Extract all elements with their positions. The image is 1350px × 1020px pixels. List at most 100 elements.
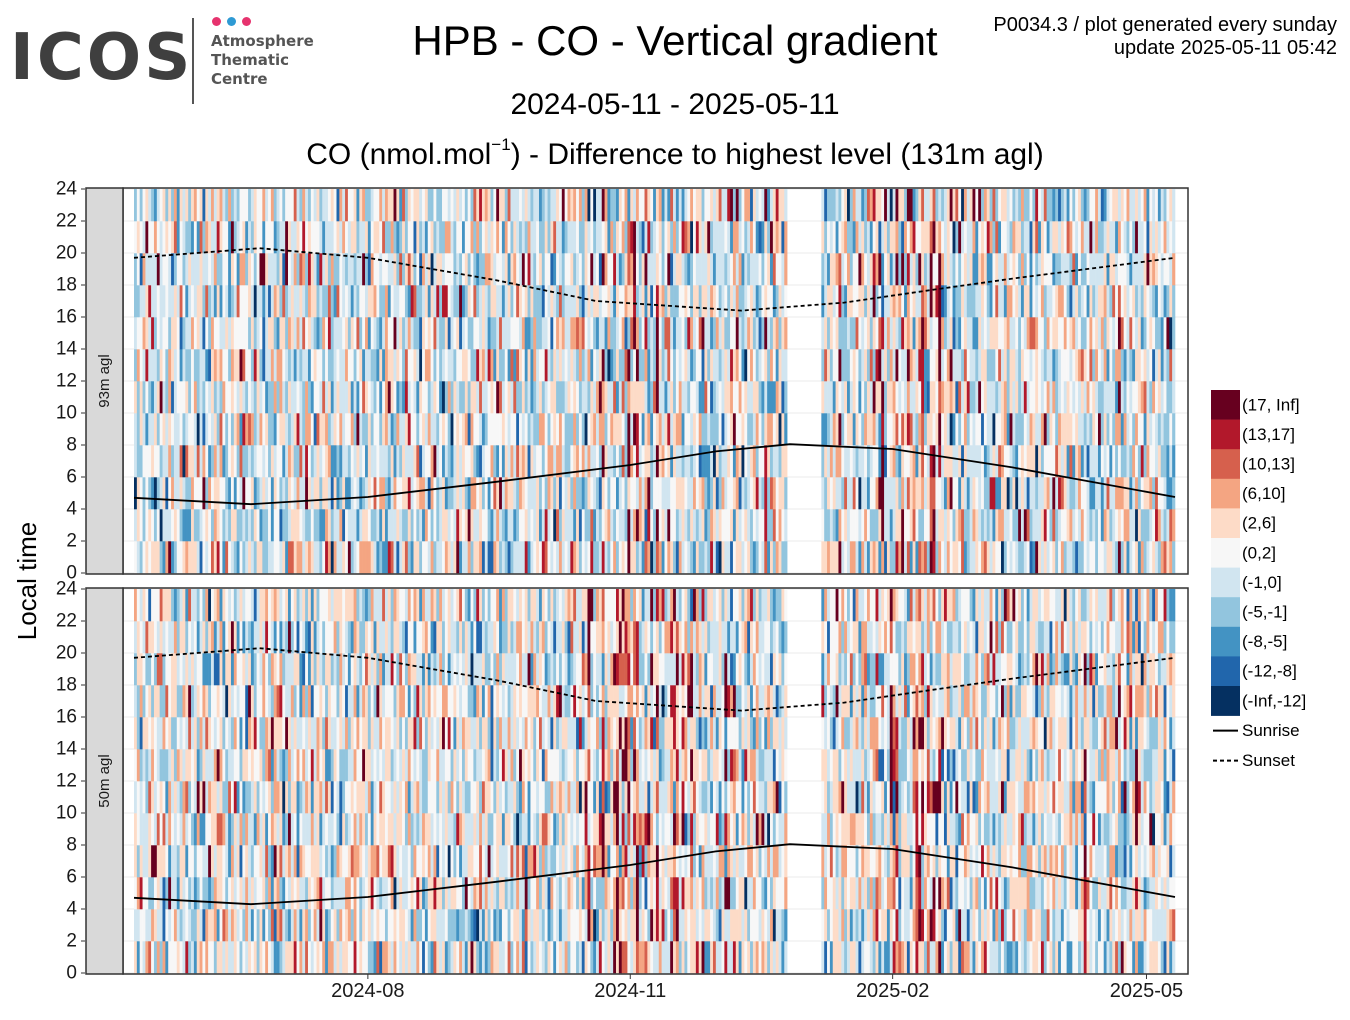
heatmap-cell xyxy=(596,189,600,222)
heatmap-cell xyxy=(447,253,451,286)
heatmap-cell xyxy=(596,317,600,350)
heatmap-cell xyxy=(171,317,175,350)
heatmap-cell xyxy=(1060,221,1065,254)
heatmap-cell xyxy=(296,285,300,318)
heatmap-cell xyxy=(727,445,731,478)
heatmap-cell xyxy=(1157,189,1162,222)
chart-title-superscript: −1 xyxy=(491,135,511,154)
heatmap-cell xyxy=(658,221,662,254)
heatmap-cell xyxy=(151,877,155,910)
heatmap-cell xyxy=(901,413,905,446)
heatmap-cell xyxy=(262,509,266,542)
heatmap-cell xyxy=(935,221,939,254)
heatmap-cell xyxy=(1100,285,1104,318)
heatmap-cell xyxy=(647,317,651,350)
heatmap-cell xyxy=(427,349,431,382)
heatmap-cell xyxy=(730,381,734,414)
heatmap-cell xyxy=(547,381,551,414)
heatmap-cell xyxy=(476,381,480,414)
heatmap-cell xyxy=(949,509,953,542)
heatmap-cell xyxy=(139,253,143,286)
heatmap-cell xyxy=(307,253,312,286)
heatmap-cell xyxy=(693,445,697,478)
heatmap-cell xyxy=(601,509,605,542)
heatmap-cell xyxy=(233,621,237,654)
heatmap-cell xyxy=(162,653,166,686)
heatmap-cell xyxy=(179,317,183,350)
heatmap-cell xyxy=(225,877,229,910)
heatmap-cell xyxy=(630,381,634,414)
heatmap-cell xyxy=(310,189,314,222)
heatmap-cell xyxy=(467,221,471,254)
heatmap-cell xyxy=(473,509,477,542)
heatmap-cell xyxy=(333,253,337,286)
heatmap-cell xyxy=(578,189,583,222)
heatmap-cell xyxy=(775,541,779,574)
heatmap-cell xyxy=(556,285,560,318)
heatmap-cell xyxy=(1015,509,1019,542)
heatmap-cell xyxy=(1032,541,1036,574)
heatmap-cell xyxy=(567,381,571,414)
heatmap-cell xyxy=(701,221,705,254)
heatmap-cell xyxy=(1135,285,1139,318)
heatmap-cell xyxy=(724,477,728,510)
heatmap-cell xyxy=(755,317,759,350)
heatmap-cell xyxy=(1097,349,1102,382)
heatmap-cell xyxy=(521,317,526,350)
heatmap-cell xyxy=(461,189,466,222)
heatmap-cell xyxy=(179,717,183,750)
heatmap-cell xyxy=(935,285,939,318)
heatmap-cell xyxy=(256,253,260,286)
heatmap-cell xyxy=(268,813,272,846)
heatmap-cell xyxy=(1038,381,1042,414)
heatmap-cell xyxy=(924,317,928,350)
heatmap-cell xyxy=(712,445,717,478)
heatmap-cell xyxy=(601,189,605,222)
heatmap-cell xyxy=(191,349,195,382)
heatmap-cell xyxy=(889,317,893,350)
heatmap-cell xyxy=(216,509,220,542)
heatmap-cell xyxy=(219,877,223,910)
heatmap-cell xyxy=(1109,541,1113,574)
heatmap-cell xyxy=(211,653,215,686)
heatmap-cell xyxy=(359,477,363,510)
heatmap-cell xyxy=(242,589,246,622)
heatmap-cell xyxy=(450,477,454,510)
heatmap-cell xyxy=(824,317,828,350)
heatmap-cell xyxy=(265,813,269,846)
heatmap-cell xyxy=(943,253,948,286)
y-tick-label: 12 xyxy=(56,371,77,392)
heatmap-cell xyxy=(567,221,571,254)
heatmap-cell xyxy=(182,717,186,750)
heatmap-cell xyxy=(838,349,842,382)
heatmap-cell xyxy=(698,381,702,414)
heatmap-cell xyxy=(521,477,526,510)
heatmap-cell xyxy=(981,189,985,222)
heatmap-cell xyxy=(464,189,468,222)
heatmap-cell xyxy=(872,189,876,222)
heatmap-cell xyxy=(165,285,169,318)
heatmap-cell xyxy=(1092,413,1096,446)
heatmap-cell xyxy=(946,477,950,510)
heatmap-cell xyxy=(772,317,777,350)
heatmap-cell xyxy=(433,285,437,318)
heatmap-cell xyxy=(633,541,637,574)
heatmap-cell xyxy=(259,845,263,878)
heatmap-cell xyxy=(596,477,600,510)
heatmap-cell xyxy=(752,541,757,574)
heatmap-cell xyxy=(698,445,702,478)
heatmap-cell xyxy=(159,845,163,878)
heatmap-cell xyxy=(490,253,494,286)
heatmap-cell xyxy=(450,349,454,382)
heatmap-cell xyxy=(704,253,708,286)
heatmap-cell xyxy=(1066,445,1070,478)
heatmap-cell xyxy=(1026,189,1030,222)
heatmap-cell xyxy=(390,381,394,414)
heatmap-cell xyxy=(196,845,200,878)
heatmap-cell xyxy=(926,253,931,286)
heatmap-cell xyxy=(735,413,739,446)
heatmap-cell xyxy=(433,445,437,478)
heatmap-cell xyxy=(958,509,962,542)
heatmap-cell xyxy=(250,941,255,974)
heatmap-cell xyxy=(279,253,283,286)
